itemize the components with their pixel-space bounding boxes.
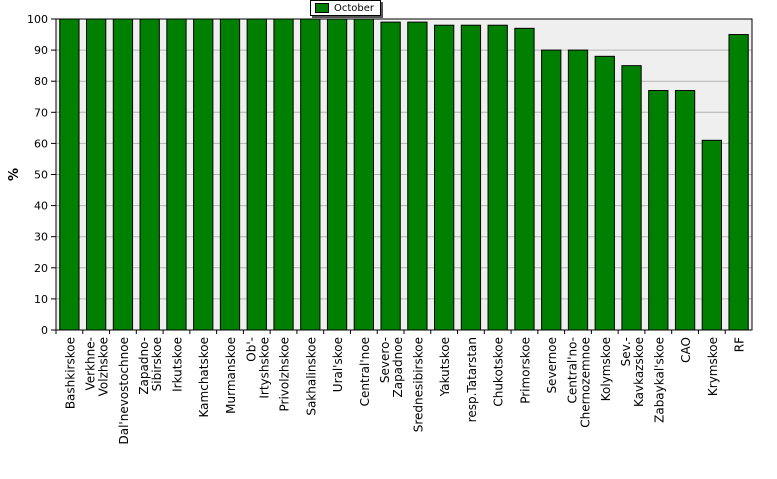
y-tick-label: 80 <box>34 75 48 88</box>
bar <box>434 24 455 331</box>
x-tick-label: resp.Tatarstan <box>465 337 479 422</box>
bar <box>246 18 267 331</box>
x-tick-label: Sev.- <box>619 337 633 366</box>
x-tick-label: Krymskoe <box>706 337 720 396</box>
x-tick-label: Kavkazskoe <box>632 337 646 407</box>
bar <box>407 21 428 331</box>
y-tick-label: 20 <box>34 262 48 275</box>
legend-label-october: October <box>334 2 375 14</box>
y-axis-label: % <box>7 168 22 181</box>
bar <box>594 55 615 331</box>
bar <box>326 18 348 331</box>
x-tick-label: CAO <box>679 337 693 363</box>
bar <box>487 24 508 331</box>
x-tick-label: Yakutskoe <box>438 337 452 397</box>
x-tick-label: Zapadnoe <box>391 337 405 398</box>
bar <box>86 18 107 331</box>
bar <box>139 18 160 331</box>
x-tick-label: Chernozemnoe <box>579 337 593 428</box>
x-tick-label: Irtyshskoe <box>257 337 271 399</box>
bar <box>648 90 669 331</box>
bar <box>380 21 401 331</box>
x-tick-label: Kolymskoe <box>599 337 613 401</box>
y-tick-label: 10 <box>34 293 48 306</box>
bar <box>541 49 562 331</box>
x-tick-label: Ural'skoe <box>331 337 345 392</box>
legend: October <box>310 0 382 16</box>
x-tick-label: Murmanskoe <box>224 337 238 414</box>
x-tick-label: Chukotskoe <box>492 337 506 407</box>
bar <box>193 18 214 331</box>
bar <box>514 27 535 331</box>
x-tick-label: Ob'- <box>244 337 258 362</box>
y-tick-label: 40 <box>34 200 48 213</box>
bar <box>674 90 696 331</box>
x-tick-label: Central'noe <box>358 337 372 406</box>
bar <box>460 24 482 331</box>
bar <box>300 18 321 331</box>
y-tick-label: 30 <box>34 231 48 244</box>
x-tick-label: Sibirskoe <box>150 337 164 391</box>
x-tick-label: RF <box>733 337 747 352</box>
y-tick-label: 100 <box>27 13 48 26</box>
bar <box>112 18 134 331</box>
x-tick-label: Kamchatskoe <box>197 337 211 417</box>
bar <box>728 34 749 331</box>
x-tick-label: Zapadno- <box>137 337 151 395</box>
x-tick-label: Sakhalinskoe <box>304 337 318 416</box>
y-tick-label: 90 <box>34 44 48 57</box>
y-tick-label: 0 <box>41 324 48 337</box>
bar <box>166 18 187 331</box>
bar <box>273 18 294 331</box>
y-tick-label: 50 <box>34 169 48 182</box>
x-tick-label: Zabaykal'skoe <box>652 337 666 423</box>
x-tick-label: Bashkirskoe <box>63 337 77 409</box>
bar <box>353 18 374 331</box>
x-tick-label: Verkhne- <box>84 337 98 390</box>
x-tick-label: Privolzhskoe <box>278 337 292 411</box>
legend-swatch-october <box>315 3 329 13</box>
bar <box>567 49 589 331</box>
bar <box>59 18 80 331</box>
bar <box>701 139 722 331</box>
x-tick-label: Srednesibirskoe <box>411 337 425 432</box>
y-tick-label: 70 <box>34 106 48 119</box>
x-tick-label: Severo- <box>378 337 392 383</box>
x-tick-label: Primorskoe <box>518 337 532 404</box>
x-tick-label: Volzhskoe <box>97 337 111 396</box>
x-tick-label: Dal'nevostochnoe <box>117 337 131 445</box>
bar <box>621 65 642 331</box>
y-tick-label: 60 <box>34 137 48 150</box>
x-tick-label: Central'no- <box>566 337 580 404</box>
x-tick-label: Severnoe <box>545 337 559 394</box>
bar <box>219 18 241 331</box>
x-tick-label: Irkutskoe <box>170 337 184 392</box>
